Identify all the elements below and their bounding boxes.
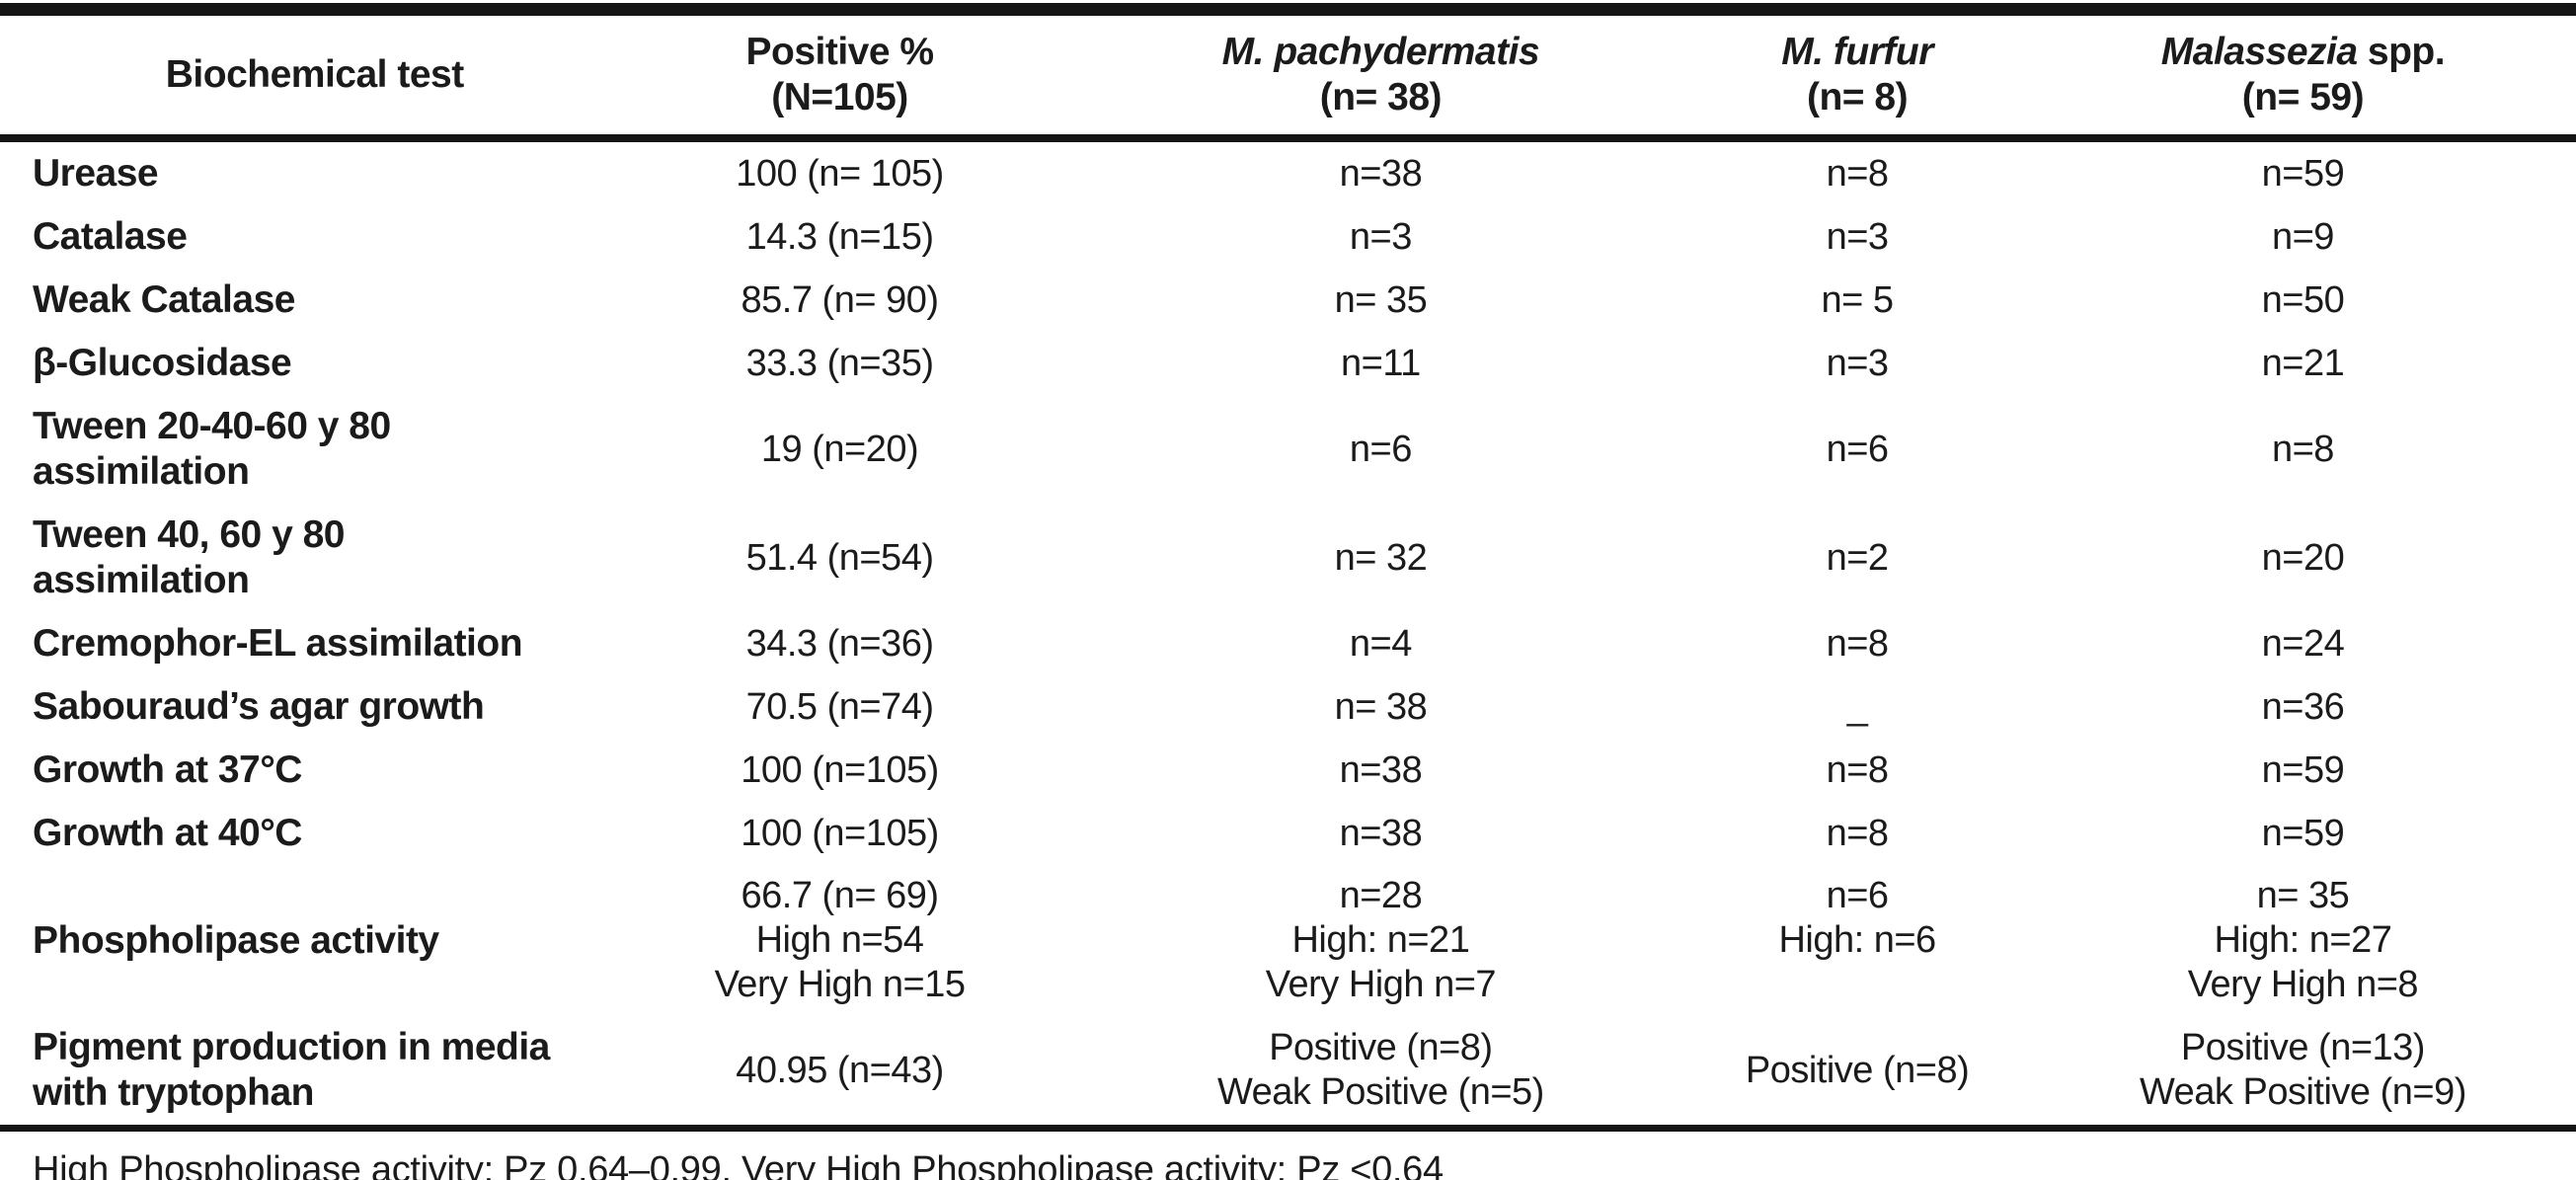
test-name-cell: Urease	[33, 152, 159, 195]
positive-percent-cell: 14.3 (n=15)	[745, 215, 934, 258]
m-furfur-cell: n=6	[1826, 428, 1889, 470]
m-pachydermatis-cell: n=38	[1339, 748, 1423, 791]
m-pachydermatis-cell: n=6	[1349, 428, 1412, 470]
m-pachydermatis-cell: n= 32	[1334, 536, 1428, 579]
positive-percent-cell: 100 (n=105)	[741, 748, 939, 791]
malassezia-spp-cell: n=9	[2271, 215, 2334, 258]
header-subtitle: (n= 8)	[1807, 76, 1909, 118]
malassezia-spp-cell: n=59	[2261, 748, 2345, 791]
m-furfur-cell: n= 5	[1821, 278, 1895, 321]
table-row: Urease 100 (n= 105) n=38 n=8 n=59	[0, 138, 2576, 205]
malassezia-spp-cell: n=59	[2261, 152, 2345, 195]
header-title: Malassezia spp.	[2036, 30, 2570, 75]
malassezia-spp-cell: n=36	[2261, 685, 2345, 728]
m-furfur-cell: n=8	[1826, 622, 1889, 665]
m-pachydermatis-cell: n=11	[1341, 342, 1421, 384]
malassezia-spp-cell: n=21	[2261, 342, 2345, 384]
table-row: Weak Catalase 85.7 (n= 90) n= 35 n= 5 n=…	[0, 269, 2576, 332]
positive-percent-cell: 51.4 (n=54)	[745, 536, 934, 579]
positive-percent-cell: 100 (n=105)	[741, 812, 939, 854]
m-pachydermatis-cell: n= 38	[1334, 685, 1428, 728]
malassezia-spp-cell: n=8	[2271, 428, 2334, 470]
header-title: Biochemical test	[165, 53, 464, 96]
table-row: Tween 20-40-60 y 80 assimilation 19 (n=2…	[0, 395, 2576, 504]
m-pachydermatis-cell: n=38	[1339, 812, 1423, 854]
malassezia-spp-cell: n=59	[2261, 812, 2345, 854]
table-row: Growth at 40°C 100 (n=105) n=38 n=8 n=59	[0, 802, 2576, 865]
positive-percent-cell: 66.7 (n= 69) High n=54 Very High n=15	[714, 875, 966, 1005]
table-header: Biochemical test Positive % (N=105) M. p…	[0, 16, 2576, 142]
test-name-cell: Phospholipase activity	[33, 918, 439, 962]
table-row: Sabouraud’s agar growth 70.5 (n=74) n= 3…	[0, 675, 2576, 739]
malassezia-spp-cell: n= 35 High: n=27 Very High n=8	[2187, 875, 2419, 1005]
test-name-cell: Weak Catalase	[33, 278, 295, 321]
species-name: M. pachydermatis	[1221, 31, 1540, 73]
m-pachydermatis-cell: n=3	[1349, 215, 1412, 258]
m-pachydermatis-cell: n=4	[1349, 622, 1412, 665]
positive-percent-cell: 19 (n=20)	[760, 428, 919, 470]
positive-percent-cell: 100 (n= 105)	[736, 152, 944, 195]
m-furfur-cell: n=8	[1826, 152, 1889, 195]
m-pachydermatis-cell: n=28 High: n=21 Very High n=7	[1265, 875, 1497, 1005]
table-row: Growth at 37°C 100 (n=105) n=38 n=8 n=59	[0, 739, 2576, 802]
test-name-cell: Pigment production in media with tryptop…	[0, 1016, 603, 1132]
m-furfur-cell: n=6 High: n=6	[1778, 875, 1936, 961]
footnote: High Phospholipase activity: Pz 0.64–0.9…	[33, 1149, 1444, 1180]
m-furfur-cell: n=2	[1826, 536, 1889, 579]
header-title: M. pachydermatis	[1083, 30, 1679, 75]
test-name-cell: Cremophor-EL assimilation	[33, 622, 523, 665]
biochemical-results-table: Biochemical test Positive % (N=105) M. p…	[0, 16, 2576, 1132]
malassezia-spp-cell: n=50	[2261, 278, 2345, 321]
test-name-cell: Catalase	[33, 215, 188, 258]
malassezia-spp-cell: Positive (n=13) Weak Positive (n=9)	[2029, 1016, 2576, 1132]
m-pachydermatis-cell: Positive (n=8) Weak Positive (n=5)	[1076, 1016, 1685, 1132]
table-row: Cremophor-EL assimilation 34.3 (n=36) n=…	[0, 612, 2576, 675]
test-name-cell: Sabouraud’s agar growth	[33, 685, 485, 728]
header-subtitle: (n= 59)	[2241, 76, 2365, 118]
positive-percent-cell: 33.3 (n=35)	[745, 342, 934, 384]
m-furfur-cell: Positive (n=8)	[1684, 1016, 2030, 1132]
col-header-m-furfur: M. furfur (n= 8)	[1684, 16, 2030, 142]
species-name: Malassezia	[2160, 31, 2358, 73]
species-suffix: spp.	[2357, 31, 2446, 73]
table-row: Phospholipase activity 66.7 (n= 69) High…	[0, 865, 2576, 1016]
test-name-cell: Tween 20-40-60 y 80 assimilation	[33, 405, 391, 493]
positive-percent-cell: 85.7 (n= 90)	[741, 278, 939, 321]
table-row: Tween 40, 60 y 80 assimilation 51.4 (n=5…	[0, 504, 2576, 612]
table-top-rule	[0, 3, 2576, 16]
table-body: Urease 100 (n= 105) n=38 n=8 n=59 Catala…	[0, 138, 2576, 1132]
m-furfur-cell: _	[1846, 685, 1868, 728]
col-header-positive-percent: Positive % (N=105)	[602, 16, 1077, 142]
test-name-cell: Growth at 40°C	[33, 812, 302, 854]
m-furfur-cell: n=3	[1826, 342, 1889, 384]
test-name-cell: Tween 40, 60 y 80 assimilation	[33, 513, 345, 601]
m-pachydermatis-cell: n= 35	[1334, 278, 1428, 321]
col-header-malassezia-spp: Malassezia spp. (n= 59)	[2029, 16, 2576, 142]
species-name: M. furfur	[1781, 31, 1933, 73]
test-name-cell: Growth at 37°C	[33, 748, 302, 791]
header-title: M. furfur	[1690, 30, 2024, 75]
positive-percent-cell: 40.95 (n=43)	[602, 1016, 1077, 1132]
table-row: Catalase 14.3 (n=15) n=3 n=3 n=9	[0, 205, 2576, 269]
malassezia-spp-cell: n=20	[2261, 536, 2345, 579]
col-header-m-pachydermatis: M. pachydermatis (n= 38)	[1076, 16, 1685, 142]
m-furfur-cell: n=8	[1826, 812, 1889, 854]
malassezia-spp-cell: n=24	[2261, 622, 2345, 665]
header-subtitle: (N=105)	[771, 76, 908, 118]
header-subtitle: (n= 38)	[1319, 76, 1443, 118]
test-name-cell: β-Glucosidase	[33, 342, 292, 384]
m-pachydermatis-cell: n=38	[1339, 152, 1423, 195]
m-furfur-cell: n=8	[1826, 748, 1889, 791]
table-row: Pigment production in media with tryptop…	[0, 1016, 2576, 1132]
positive-percent-cell: 34.3 (n=36)	[745, 622, 934, 665]
col-header-biochemical-test: Biochemical test	[0, 16, 603, 142]
table-row: β-Glucosidase 33.3 (n=35) n=11 n=3 n=21	[0, 332, 2576, 395]
m-furfur-cell: n=3	[1826, 215, 1889, 258]
positive-percent-cell: 70.5 (n=74)	[745, 685, 934, 728]
header-title: Positive %	[745, 31, 934, 73]
header-row: Biochemical test Positive % (N=105) M. p…	[0, 16, 2576, 142]
